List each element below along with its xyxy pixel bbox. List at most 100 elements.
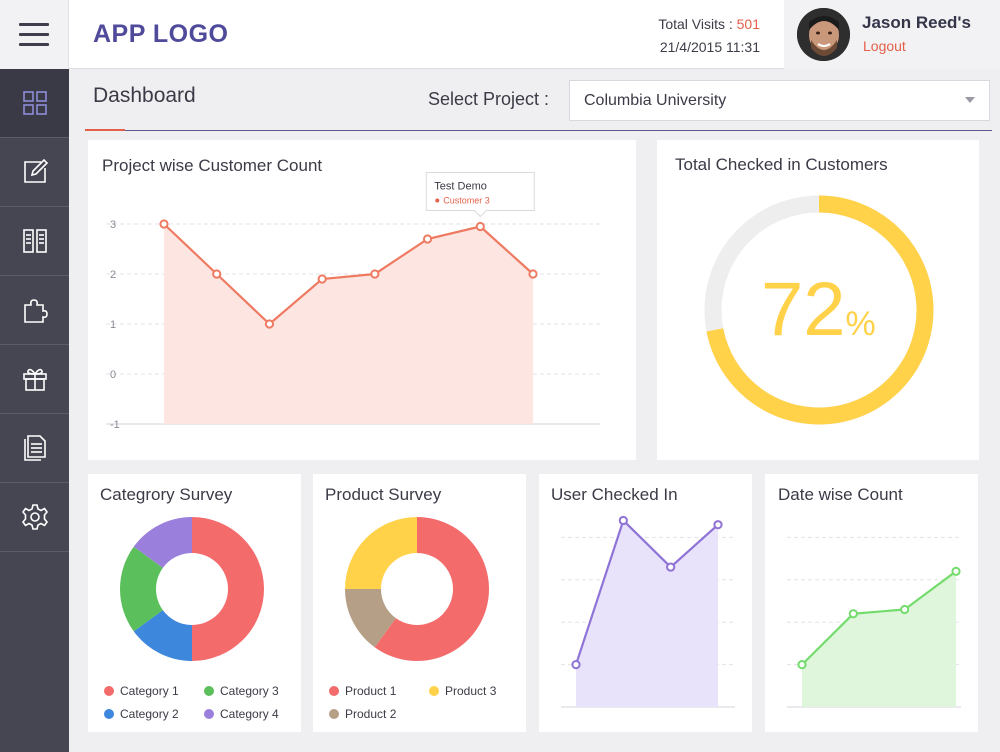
donut-slice (374, 517, 489, 661)
checked-in-gauge (704, 195, 934, 425)
data-point (317, 274, 327, 284)
donut-slice (345, 517, 417, 589)
sidebar-item-settings[interactable] (0, 483, 69, 552)
product-survey-card: Product Survey Product 1 Product 2 Produ… (313, 474, 526, 732)
project-select[interactable]: Columbia University (569, 80, 990, 121)
legend-label: Product 1 (345, 684, 397, 698)
legend-label: Category 1 (120, 684, 179, 698)
sidebar-item-edit[interactable] (0, 138, 69, 207)
user-panel: Jason Reed's Logout (784, 0, 1000, 69)
data-point (848, 609, 858, 619)
data-point (666, 562, 676, 572)
data-point (264, 319, 275, 329)
gauge-fill (706, 195, 934, 425)
user-checked-in-card: User Checked In (539, 474, 752, 732)
legend-item: Category 3 (204, 684, 279, 698)
data-point (370, 269, 380, 279)
legend-swatch (104, 686, 114, 696)
checked-in-gauge-card: Total Checked in Customers 72% (657, 140, 979, 460)
tooltip-title: Test Demo (434, 181, 487, 193)
donut-slice (120, 546, 163, 632)
top-bar: APP LOGO Total Visits : 501 21/4/2015 11… (0, 0, 1000, 69)
legend-item: Product 3 (429, 684, 496, 698)
book-icon (22, 229, 47, 253)
tooltip-series: Customer 3 (443, 196, 490, 206)
gift-icon (22, 368, 47, 391)
document-icon (23, 435, 46, 461)
data-point (571, 660, 581, 670)
data-point (618, 515, 628, 526)
legend-item: Product 2 (329, 707, 396, 721)
total-visits: Total Visits : 501 (600, 13, 760, 36)
total-visits-count: 501 (736, 16, 760, 32)
legend-swatch (204, 686, 214, 696)
category-survey-card: Categrory Survey Category 1 Category 2 C… (88, 474, 301, 732)
legend-item: Category 4 (204, 707, 279, 721)
legend-label: Category 4 (220, 707, 279, 721)
gauge-number: 72 (761, 267, 846, 352)
legend-swatch (204, 709, 214, 719)
sidebar (0, 69, 69, 752)
data-point (422, 234, 433, 244)
chart-tooltip: Test Demo Customer 3 (425, 172, 535, 218)
donut-slice (133, 610, 192, 661)
grid-icon (22, 91, 47, 115)
menu-icon[interactable] (0, 0, 69, 69)
series-area (576, 520, 718, 707)
category-donut-chart (120, 517, 264, 661)
gauge-title: Total Checked in Customers (675, 155, 888, 174)
series-line (574, 518, 719, 665)
legend-item: Product 1 (329, 684, 396, 698)
y-tick-label: 3 (110, 219, 116, 231)
tooltip-box (425, 172, 535, 218)
series-area (802, 571, 956, 707)
product-legend: Product 1 Product 2 Product 3 (313, 474, 526, 732)
data-point (951, 566, 961, 576)
user-checked-in-title: User Checked In (551, 485, 678, 504)
gauge-unit: % (845, 305, 876, 343)
page-title: Dashboard (93, 84, 196, 107)
data-point (900, 604, 910, 615)
legend-label: Category 3 (220, 684, 279, 698)
date-wise-count-card: Date wise Count (765, 474, 978, 732)
legend-label: Product 3 (445, 684, 497, 698)
date-wise-count-chart (787, 536, 961, 708)
sidebar-item-dashboard[interactable] (0, 69, 69, 138)
donut-slice (192, 517, 264, 661)
project-customer-card: Project wise Customer Count 3 2 1 0 -1 Test D… (88, 140, 636, 460)
user-name: Jason Reed's (862, 13, 971, 32)
sidebar-item-documents[interactable] (0, 414, 69, 483)
puzzle-icon (23, 299, 48, 323)
select-project-label: Select Project : (428, 89, 550, 109)
product-survey-title: Product Survey (325, 485, 442, 504)
y-tick-label: 2 (110, 269, 116, 281)
project-line-chart: 3 2 1 0 -1 Test Demo Customer 3 (106, 172, 600, 431)
legend-label: Product 2 (345, 707, 397, 721)
category-legend: Category 1 Category 2 Category 3 Categor… (88, 474, 301, 732)
edit-icon (23, 158, 48, 183)
sidebar-item-library[interactable] (0, 207, 69, 276)
app-logo[interactable]: APP LOGO (93, 20, 229, 48)
avatar[interactable] (797, 8, 850, 61)
y-tick-label: 1 (110, 319, 116, 331)
sidebar-item-plugins[interactable] (0, 276, 69, 345)
logout-link[interactable]: Logout (863, 38, 906, 54)
data-point (475, 221, 485, 232)
data-point (212, 269, 222, 279)
date-wise-count-title: Date wise Count (778, 485, 903, 504)
data-point (797, 660, 807, 670)
chevron-down-icon (965, 97, 975, 103)
header-divider (85, 130, 992, 131)
legend-swatch (329, 709, 339, 719)
user-checked-in-chart (561, 515, 735, 708)
y-tick-label: 0 (110, 369, 116, 381)
data-point (159, 219, 169, 229)
gauge-value: 72% (761, 270, 876, 364)
project-select-value: Columbia University (584, 92, 727, 109)
sidebar-item-rewards[interactable] (0, 345, 69, 414)
series-line (801, 570, 957, 666)
total-visits-label: Total Visits : (658, 16, 737, 32)
y-tick-label: -1 (110, 419, 120, 431)
legend-swatch (104, 709, 114, 719)
series-area (164, 224, 533, 424)
